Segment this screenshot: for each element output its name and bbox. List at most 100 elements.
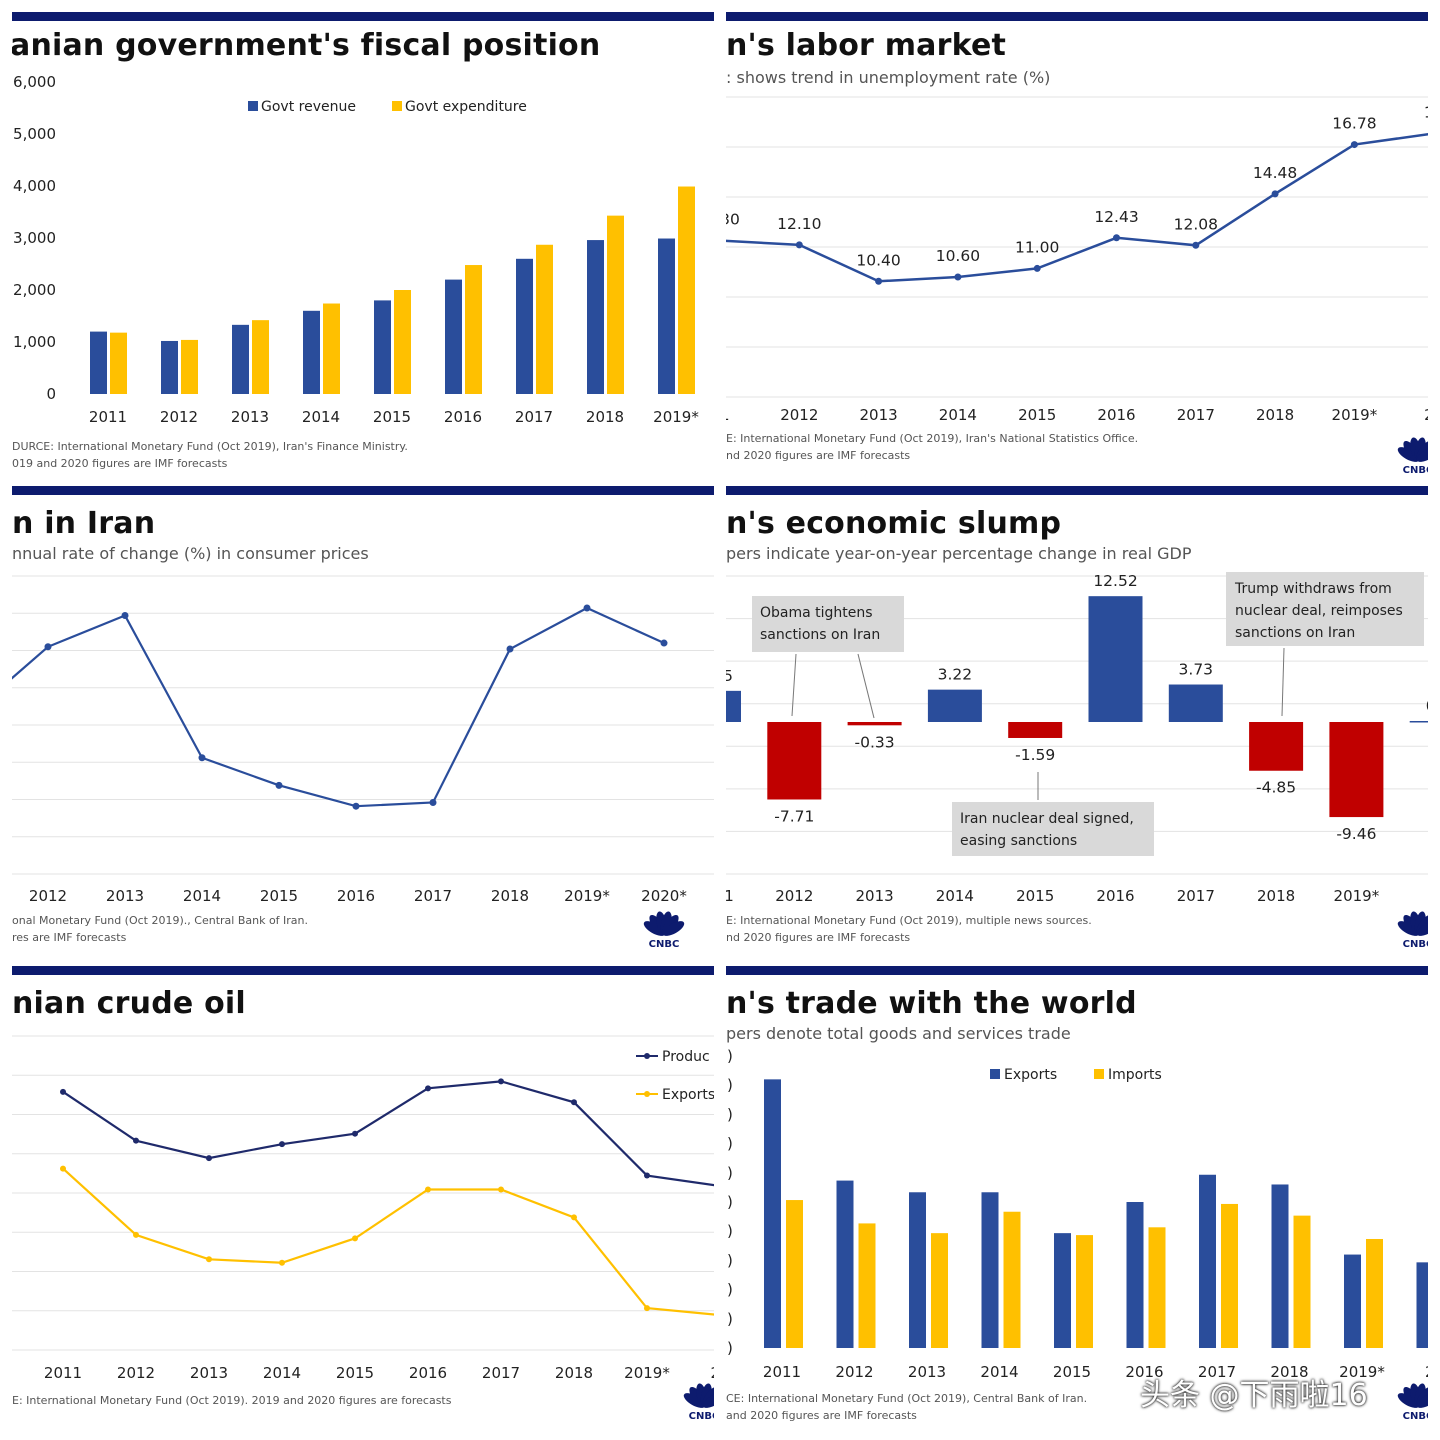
data-label: 16.78	[1332, 115, 1376, 133]
x-tick-label: 20	[710, 1364, 714, 1382]
x-tick-label: 2014	[939, 406, 977, 424]
x-tick-label: 2012	[775, 887, 813, 905]
data-point	[133, 1137, 139, 1144]
data-label: 30	[726, 211, 740, 229]
y-tick-label: )	[727, 1222, 733, 1240]
data-label: -1.59	[1015, 746, 1055, 764]
series-line-exports	[62, 1167, 714, 1316]
data-point	[498, 1186, 504, 1193]
chart-source: onal Monetary Fund (Oct 2019)., Central …	[12, 912, 308, 946]
x-tick-label: 20	[1427, 887, 1428, 905]
annotation-box	[752, 596, 904, 652]
data-point	[44, 643, 52, 651]
x-tick-label: 2014	[980, 1363, 1018, 1381]
x-tick-label: 2013	[860, 406, 898, 424]
source-line: E: International Monetary Fund (Oct 2019…	[726, 432, 1139, 445]
source-line: E: International Monetary Fund (Oct 2019…	[726, 914, 1092, 927]
trade-chart-svg: ))))))))))) 2011 2012 2013 2014 2015 2016 2017 2…	[727, 1047, 1428, 1422]
data-point	[571, 1099, 577, 1106]
chart-title: anian government's fiscal position	[12, 28, 601, 63]
data-point	[1192, 241, 1200, 249]
labor-chart-svg: 30 12.10 10.40 10.60 11.00 12.43 12.08 14.48 16.…	[726, 96, 1428, 476]
bar-govt-expenditure	[252, 320, 269, 394]
x-tick-label: 2012	[117, 1364, 155, 1382]
y-tick-label: 0	[46, 385, 56, 403]
x-tick-label: 2015	[1018, 406, 1056, 424]
bar-govt-expenditure	[536, 244, 553, 394]
data-point	[275, 781, 283, 789]
bar-govt-expenditure	[323, 303, 340, 394]
bar-imports	[1221, 1203, 1238, 1348]
x-tick-label: 2013	[231, 408, 269, 426]
data-point	[1271, 190, 1279, 198]
bar-negative	[1249, 722, 1304, 771]
bar-govt-revenue	[90, 331, 107, 394]
chart-subtitle: pers denote total goods and services tra…	[726, 1024, 1071, 1043]
x-tick-label: 20	[1425, 1363, 1428, 1381]
legend-label: Imports	[1108, 1067, 1162, 1083]
y-tick-label: 4,000	[13, 177, 56, 195]
source-line: E: International Monetary Fund (Oct 2019…	[12, 1394, 452, 1407]
x-tick-label: 2017	[515, 408, 553, 426]
x-tick-label: 2014	[302, 408, 340, 426]
cnbc-peacock-feather	[702, 1393, 714, 1408]
annotation-box	[1226, 572, 1424, 646]
bar-positive	[1409, 720, 1428, 723]
bar-govt-expenditure	[678, 186, 695, 394]
data-point	[1033, 264, 1041, 272]
data-label: 0	[1426, 697, 1428, 715]
bar-govt-revenue	[587, 240, 604, 394]
data-point	[583, 604, 591, 612]
data-point	[660, 639, 668, 647]
data-label: 17	[1424, 103, 1428, 121]
legend-swatch	[1094, 1069, 1104, 1079]
data-point	[571, 1214, 577, 1221]
cnbc-peacock-feather	[1416, 447, 1428, 462]
legend-swatch	[990, 1069, 1000, 1079]
bar-negative	[1329, 722, 1384, 818]
data-label: 3.22	[938, 666, 973, 684]
bar-negative	[847, 722, 902, 726]
y-tick-label: )	[727, 1339, 733, 1357]
bar-positive	[726, 690, 741, 722]
bar-govt-expenditure	[465, 265, 482, 394]
panel-header-bar	[12, 966, 714, 975]
x-tick-label: 2016	[1096, 887, 1134, 905]
annotation-text: sanctions on Iran	[760, 627, 880, 643]
cnbc-peacock-feather	[662, 921, 685, 936]
cnbc-logo: CNBC	[683, 1383, 714, 1422]
legend-label: Exports	[1004, 1067, 1057, 1083]
bar-govt-revenue	[516, 258, 533, 394]
x-tick-label: 2018	[491, 887, 529, 905]
legend-label: Produc	[662, 1049, 710, 1065]
bar-exports	[1416, 1262, 1428, 1348]
bar-exports	[981, 1192, 999, 1348]
bar-imports	[786, 1200, 803, 1348]
data-label: 12.43	[1094, 208, 1138, 226]
data-point	[795, 241, 803, 249]
cnbc-logo: CNBC	[1397, 1383, 1428, 1422]
x-tick-label: 2020*	[641, 887, 687, 905]
x-tick-label: 2016	[1097, 406, 1135, 424]
cnbc-logo: CNBC	[1397, 911, 1428, 950]
x-tick-label: 2011	[763, 1363, 801, 1381]
annotation-box	[952, 802, 1154, 856]
data-point	[352, 1235, 358, 1242]
legend-label: Govt expenditure	[405, 99, 527, 115]
y-tick-label: )	[727, 1193, 733, 1211]
data-point	[279, 1141, 285, 1148]
y-tick-label: )	[727, 1251, 733, 1269]
annotation-text: Iran nuclear deal signed,	[960, 811, 1134, 827]
data-label: 10.40	[856, 251, 900, 269]
x-tick-label: 2014	[183, 887, 221, 905]
source-line: CE: International Monetary Fund (Oct 201…	[726, 1392, 1088, 1405]
data-point	[352, 1130, 358, 1137]
cnbc-logo-text: CNBC	[649, 939, 680, 950]
x-tick-label: 2012	[835, 1363, 873, 1381]
data-label: 5	[726, 667, 733, 685]
x-tick-label: 20	[1424, 406, 1428, 424]
chart-source: E: International Monetary Fund (Oct 2019…	[726, 430, 1138, 464]
data-point	[206, 1256, 212, 1263]
bar-govt-revenue	[658, 238, 675, 394]
legend-label: Govt revenue	[261, 99, 356, 115]
